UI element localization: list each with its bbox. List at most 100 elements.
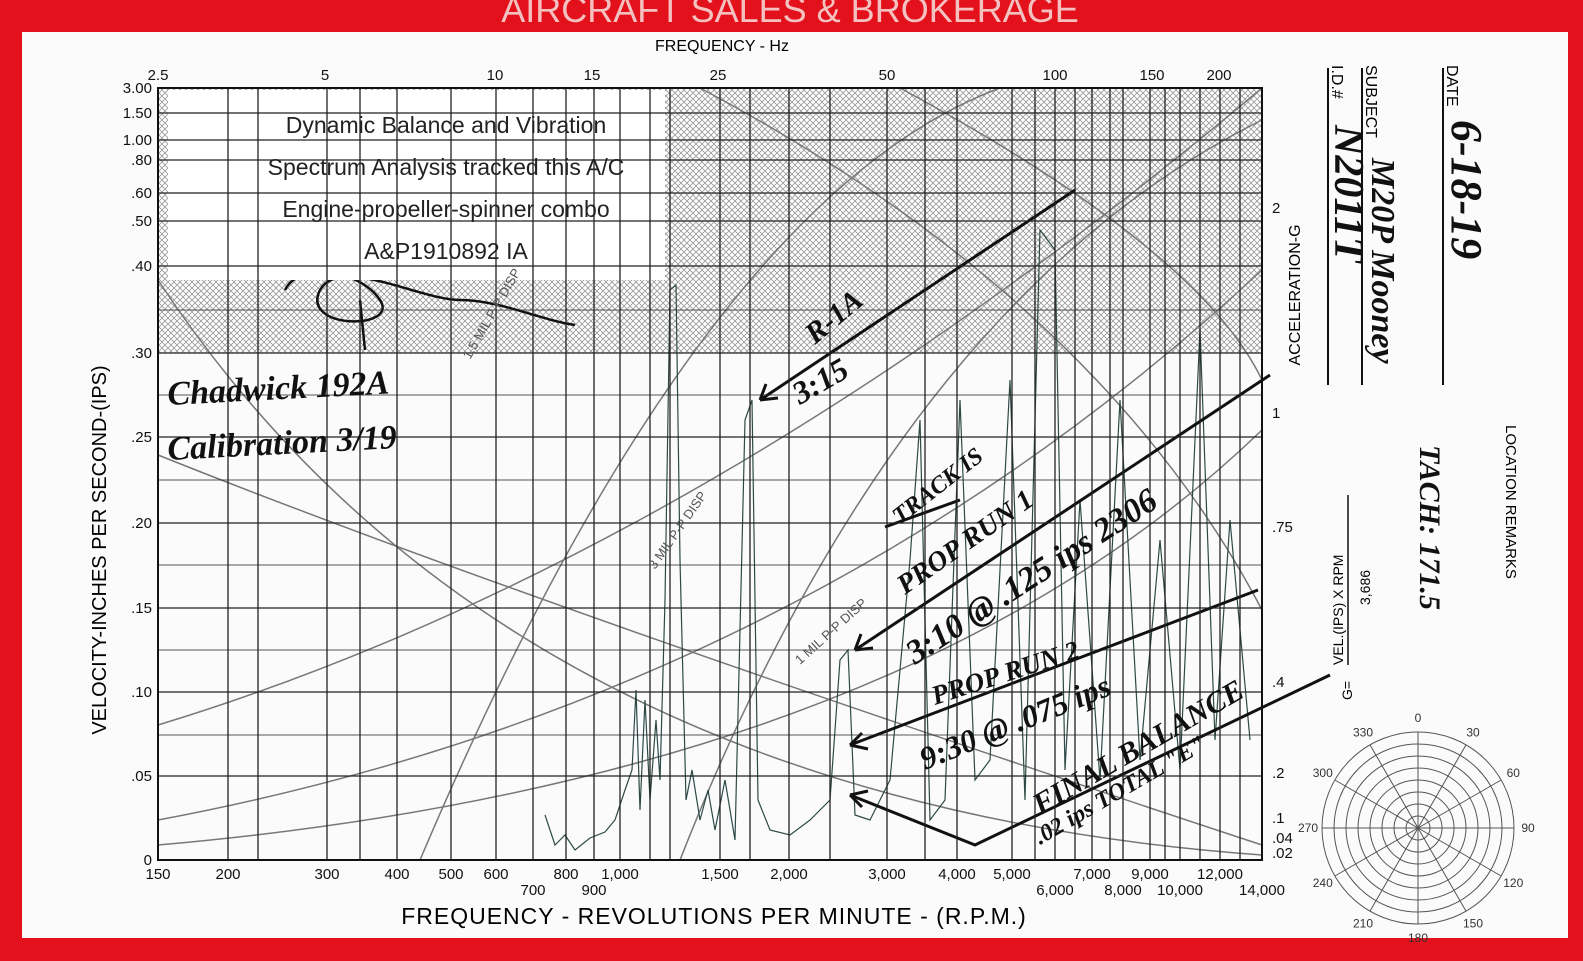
polar-label: 180 (1408, 931, 1428, 945)
x-tick-label: 300 (314, 866, 339, 883)
polar-label: 240 (1313, 876, 1333, 890)
polar-spoke (1417, 827, 1467, 912)
y-tick-label: .50 (131, 213, 152, 230)
polar-label: 120 (1503, 876, 1523, 890)
y-tick-label: .60 (131, 185, 152, 202)
x-tick-label: 800 (553, 866, 578, 883)
polar-label: 30 (1466, 726, 1480, 740)
disp-curve (899, 87, 1263, 381)
top-tick-label: 50 (879, 67, 896, 84)
x-tick-label: 6,000 (1036, 882, 1074, 899)
y-tick-label: .20 (131, 515, 152, 532)
polar-label: 0 (1415, 711, 1422, 725)
top-tick-label: 5 (321, 67, 329, 84)
polar-spoke (1369, 827, 1419, 912)
form-field: SUBJECT (1362, 65, 1379, 138)
note-line: Spectrum Analysis tracked this A/C (268, 154, 625, 180)
x-tick-label: 900 (581, 882, 606, 899)
top-tick-label: 15 (584, 67, 601, 84)
disp-curve (157, 429, 1263, 846)
right-axis-title: ACCELERATION-G (1287, 224, 1304, 365)
right-tick-label: .2 (1272, 765, 1285, 782)
note-box (168, 90, 665, 280)
y-tick-label: .25 (131, 429, 152, 446)
form-field: LOCATION REMARKS (1502, 425, 1519, 579)
x-tick-label: 500 (438, 866, 463, 883)
top-tick-label: 2.5 (148, 67, 169, 84)
top-axis-title: FREQUENCY - Hz (655, 38, 789, 55)
y-tick-label: .05 (131, 768, 152, 785)
disp-curve (157, 279, 1263, 856)
y-tick-label: .80 (131, 152, 152, 169)
right-tick-label: .4 (1272, 674, 1285, 691)
form-field: I.D.# (1328, 65, 1345, 99)
y-tick-label: 1.00 (123, 132, 152, 149)
polar-spoke (1417, 779, 1502, 829)
x-tick-label: 4,000 (938, 866, 976, 883)
bottom-axis-title: FREQUENCY - REVOLUTIONS PER MINUTE - (R.… (401, 903, 1027, 929)
right-tick-label: .02 (1272, 845, 1293, 862)
y-tick-label: 0 (144, 852, 152, 869)
right-tick-label: .75 (1272, 519, 1293, 536)
spectrum-trace (544, 228, 1251, 851)
top-tick-label: 200 (1206, 67, 1231, 84)
polar-label: 60 (1507, 766, 1521, 780)
disp-curve (157, 454, 1263, 846)
polar-spoke (1417, 744, 1467, 829)
x-tick-label: 150 (145, 866, 170, 883)
handwritten-arrow (758, 188, 1331, 847)
plot-frame (157, 87, 1263, 861)
polar-spoke (1334, 779, 1419, 829)
right-tick-label: 1 (1272, 405, 1280, 422)
form-field: 3,686 (1357, 570, 1373, 605)
note-line: A&P1910892 IA (364, 238, 528, 264)
polar-spoke (1334, 827, 1419, 877)
signature (283, 270, 576, 351)
x-tick-label: 1,000 (601, 866, 639, 883)
form-field: G= (1339, 681, 1355, 700)
top-tick-label: 10 (487, 67, 504, 84)
x-tick-label: 12,000 (1197, 866, 1243, 883)
x-tick-label: 700 (520, 882, 545, 899)
form-field: N2011T (1325, 124, 1371, 265)
polar-spoke (1369, 744, 1419, 829)
left-axis-title: VELOCITY-INCHES PER SECOND-(IPS) (89, 365, 111, 734)
form-field: DATE (1443, 65, 1460, 106)
x-tick-label: 8,000 (1104, 882, 1142, 899)
polar-label: 90 (1521, 821, 1535, 835)
form-field: TACH: 171.5 (1413, 445, 1446, 610)
x-tick-label: 9,000 (1131, 866, 1169, 883)
form-field: 6-18-19 (1442, 120, 1491, 259)
right-tick-label: 2 (1272, 200, 1280, 217)
x-tick-label: 10,000 (1157, 882, 1203, 899)
y-tick-label: .40 (131, 258, 152, 275)
banner: AIRCRAFT SALES & BROKERAGE (501, 0, 1079, 30)
x-tick-label: 3,000 (868, 866, 906, 883)
y-tick-label: .15 (131, 600, 152, 617)
top-tick-label: 25 (710, 67, 727, 84)
form-field: M20P Mooney (1364, 157, 1401, 364)
y-tick-label: .10 (131, 684, 152, 701)
y-tick-label: .30 (131, 345, 152, 362)
top-tick-label: 150 (1139, 67, 1164, 84)
polar-label: 270 (1298, 821, 1318, 835)
y-tick-label: 3.00 (123, 80, 152, 97)
note-line: Engine-propeller-spinner combo (282, 196, 609, 222)
x-tick-label: 14,000 (1239, 882, 1285, 899)
x-tick-label: 2,000 (770, 866, 808, 883)
polar-label: 150 (1463, 916, 1483, 930)
top-tick-label: 100 (1042, 67, 1067, 84)
right-tick-label: .1 (1272, 810, 1285, 827)
polar-label: 210 (1353, 916, 1373, 930)
x-tick-label: 600 (483, 866, 508, 883)
form-field: VEL.(IPS) X RPM (1330, 555, 1346, 665)
x-tick-label: 400 (384, 866, 409, 883)
form: DATE 6-18-19 SUBJECT M20P Mooney I.D.# N2011T… (1325, 65, 1519, 700)
x-tick-label: 7,000 (1073, 866, 1111, 883)
y-tick-label: 1.50 (123, 105, 152, 122)
x-tick-label: 200 (215, 866, 240, 883)
polar-label: 300 (1313, 766, 1333, 780)
x-tick-label: 1,500 (701, 866, 739, 883)
